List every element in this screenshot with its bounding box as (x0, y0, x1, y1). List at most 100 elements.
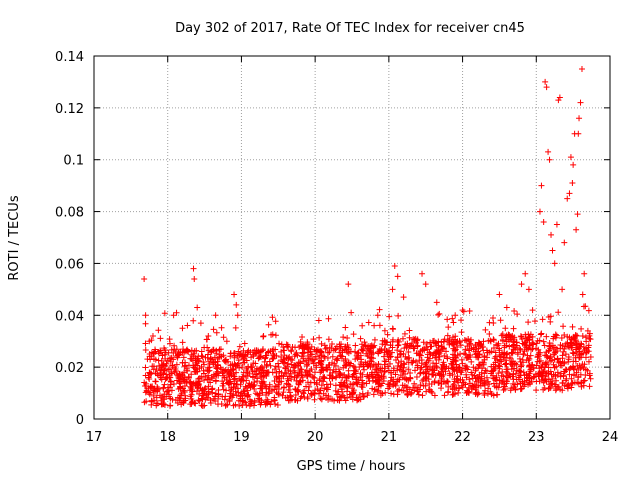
data-point (214, 401, 221, 408)
data-point (227, 350, 234, 357)
data-point (194, 304, 201, 311)
data-point (324, 366, 331, 373)
data-point (287, 347, 294, 354)
data-point (527, 331, 534, 338)
data-point (451, 384, 458, 391)
data-point (231, 380, 238, 387)
data-point (568, 375, 575, 382)
data-point (565, 358, 572, 365)
data-point (278, 372, 285, 379)
data-point (322, 345, 329, 352)
data-point (226, 379, 233, 386)
data-point (573, 344, 580, 351)
data-point (166, 336, 173, 343)
data-point (341, 343, 348, 350)
data-point (280, 344, 287, 351)
data-point (564, 333, 571, 340)
data-point (543, 333, 550, 340)
data-point (575, 130, 582, 137)
data-point (412, 367, 419, 374)
data-point (198, 352, 205, 359)
data-point (164, 357, 171, 364)
data-point (195, 358, 202, 365)
data-point (436, 310, 443, 317)
data-point (459, 376, 466, 383)
data-point (340, 334, 347, 341)
data-point (482, 367, 489, 374)
data-point (293, 362, 300, 369)
data-point (370, 391, 377, 398)
data-point (313, 362, 320, 369)
data-point (269, 331, 276, 338)
data-point (149, 363, 156, 370)
data-point (502, 325, 509, 332)
data-point (179, 339, 186, 346)
data-point (526, 337, 533, 344)
data-point (396, 386, 403, 393)
data-point (519, 335, 526, 342)
data-point (192, 382, 199, 389)
data-point (509, 361, 516, 368)
data-point (212, 390, 219, 397)
data-point (569, 323, 576, 330)
data-point (283, 341, 290, 348)
data-point (482, 326, 489, 333)
data-point (275, 373, 282, 380)
data-point (205, 383, 212, 390)
data-point (446, 372, 453, 379)
data-point (280, 356, 287, 363)
data-point (324, 349, 331, 356)
data-point (297, 395, 304, 402)
data-point (333, 356, 340, 363)
data-point (526, 362, 533, 369)
x-tick-label: 23 (528, 430, 545, 445)
data-point (488, 363, 495, 370)
data-point (297, 366, 304, 373)
axis-ticks: 17 18 19 20 21 22 23 24 0 0.02 0.04 0.06 0.08 0.1 0.12… (55, 50, 618, 445)
data-point (222, 402, 229, 409)
data-point (567, 154, 574, 161)
data-point (161, 310, 168, 317)
data-point (536, 370, 543, 377)
data-point (450, 319, 457, 326)
data-point (494, 391, 501, 398)
data-point (462, 381, 469, 388)
data-point (575, 373, 582, 380)
data-point (358, 359, 365, 366)
data-point (490, 367, 497, 374)
data-point (540, 218, 547, 225)
data-point (511, 307, 518, 314)
data-point (516, 345, 523, 352)
data-point (161, 396, 168, 403)
data-point (433, 348, 440, 355)
data-point (231, 291, 238, 298)
data-point (287, 393, 294, 400)
data-point (205, 333, 212, 340)
data-point (379, 390, 386, 397)
data-point (494, 357, 501, 364)
data-point (350, 331, 357, 338)
data-point (386, 351, 393, 358)
data-point (256, 370, 263, 377)
y-tick-label: 0.02 (55, 361, 84, 376)
data-point (159, 401, 166, 408)
data-point (332, 382, 339, 389)
data-point (419, 377, 426, 384)
data-point (253, 370, 260, 377)
data-point (193, 366, 200, 373)
data-point (405, 366, 412, 373)
data-point (574, 351, 581, 358)
data-point (565, 353, 572, 360)
data-point (269, 369, 276, 376)
data-point (169, 362, 176, 369)
data-point (569, 180, 576, 187)
data-point (481, 382, 488, 389)
data-point (573, 369, 580, 376)
data-point (184, 367, 191, 374)
data-point (283, 380, 290, 387)
data-point (526, 375, 533, 382)
data-point (342, 362, 349, 369)
data-point (395, 337, 402, 344)
data-point (181, 376, 188, 383)
data-point (487, 337, 494, 344)
